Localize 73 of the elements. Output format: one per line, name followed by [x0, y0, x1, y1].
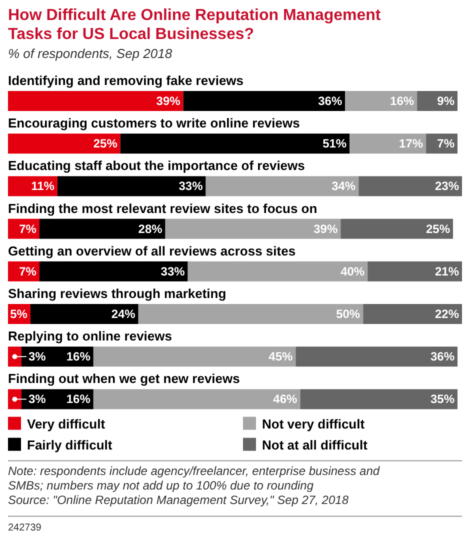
y-tick-label: Encouraging customers to write online reviews: [8, 116, 300, 131]
bar: [345, 91, 418, 111]
bar: [30, 304, 138, 324]
data-label: 16%: [390, 94, 414, 108]
data-label: 5%: [10, 307, 28, 321]
data-label: 36%: [318, 94, 342, 108]
legend-label: Not very difficult: [262, 416, 366, 432]
data-label: 36%: [430, 350, 455, 364]
y-tick-label: Educating staff about the importance of reviews: [8, 158, 305, 174]
bar: [57, 176, 206, 196]
data-label: 28%: [138, 222, 163, 236]
y-tick-label: Getting an overview of all reviews across sites: [8, 243, 296, 258]
bar: [8, 389, 22, 410]
legend-label: Not at all difficult: [262, 437, 368, 452]
data-label: 34%: [332, 179, 356, 194]
chart-title: How Difficult Are Online Reputation Management Tasks for US Local Businesses?: [8, 7, 382, 43]
data-label: 3%: [28, 350, 46, 364]
bar: [8, 91, 184, 111]
data-label: 39%: [314, 222, 338, 236]
data-label: 25%: [426, 222, 450, 236]
bar: [183, 91, 346, 111]
y-tick-label: Finding the most relevant review sites to focus on: [8, 200, 318, 216]
data-label: 17%: [399, 136, 424, 151]
bar: [120, 134, 350, 154]
bar: [138, 304, 364, 324]
y-tick-label: Replying to online reviews: [8, 328, 172, 344]
data-label: 24%: [111, 307, 136, 321]
bar: [188, 261, 368, 282]
text: 242739: [8, 522, 42, 534]
text: Note: respondents include agency/freelancer, enterprise business and SMBs; numbers may not add up to 100% due to rounding: [8, 464, 380, 492]
data-label: 46%: [273, 392, 298, 406]
data-label: 50%: [336, 307, 360, 321]
bar: [93, 389, 300, 410]
bar: [368, 261, 462, 282]
source-note: Source: "Online Reputation Management Survey," Sep 27, 2018: [8, 492, 349, 507]
data-label: 7%: [437, 136, 455, 151]
data-label: 22%: [434, 307, 460, 321]
bar: [39, 218, 166, 239]
legend-label: Very difficult: [27, 416, 106, 432]
bar: [296, 346, 458, 367]
data-label: 21%: [434, 264, 460, 278]
data-label: 7%: [19, 222, 37, 236]
bar: [350, 134, 426, 154]
bar: [358, 176, 462, 196]
data-label: 3%: [28, 392, 46, 406]
data-label: 9%: [437, 94, 455, 108]
data-label: 16%: [66, 392, 91, 406]
bar: [8, 134, 120, 154]
data-label: 33%: [178, 179, 204, 194]
y-tick-label: Finding out when we get new reviews: [8, 371, 240, 386]
legend-label: Fairly difficult: [27, 437, 113, 452]
data-label: 51%: [322, 136, 347, 151]
bar: [39, 261, 188, 282]
y-tick-label: Sharing reviews through marketing: [8, 286, 226, 301]
data-label: 16%: [66, 350, 91, 364]
bar: [165, 218, 341, 239]
data-label: 40%: [340, 264, 365, 278]
bar: [206, 176, 359, 196]
bar: [93, 346, 296, 367]
bar: [363, 304, 462, 324]
data-label: 35%: [430, 392, 455, 406]
data-label: 11%: [31, 179, 55, 194]
data-label: 23%: [434, 179, 460, 194]
y-tick-label: Identifying and removing fake reviews: [8, 73, 244, 88]
bar: [8, 346, 22, 367]
data-label: 7%: [19, 264, 37, 278]
data-label: 39%: [156, 94, 181, 108]
bar: [340, 218, 454, 239]
data-label: 33%: [160, 264, 186, 278]
bar: [300, 389, 458, 410]
data-label: 45%: [268, 350, 293, 364]
data-label: 25%: [93, 136, 118, 151]
chart-subtitle: % of respondents, Sep 2018: [8, 46, 173, 61]
